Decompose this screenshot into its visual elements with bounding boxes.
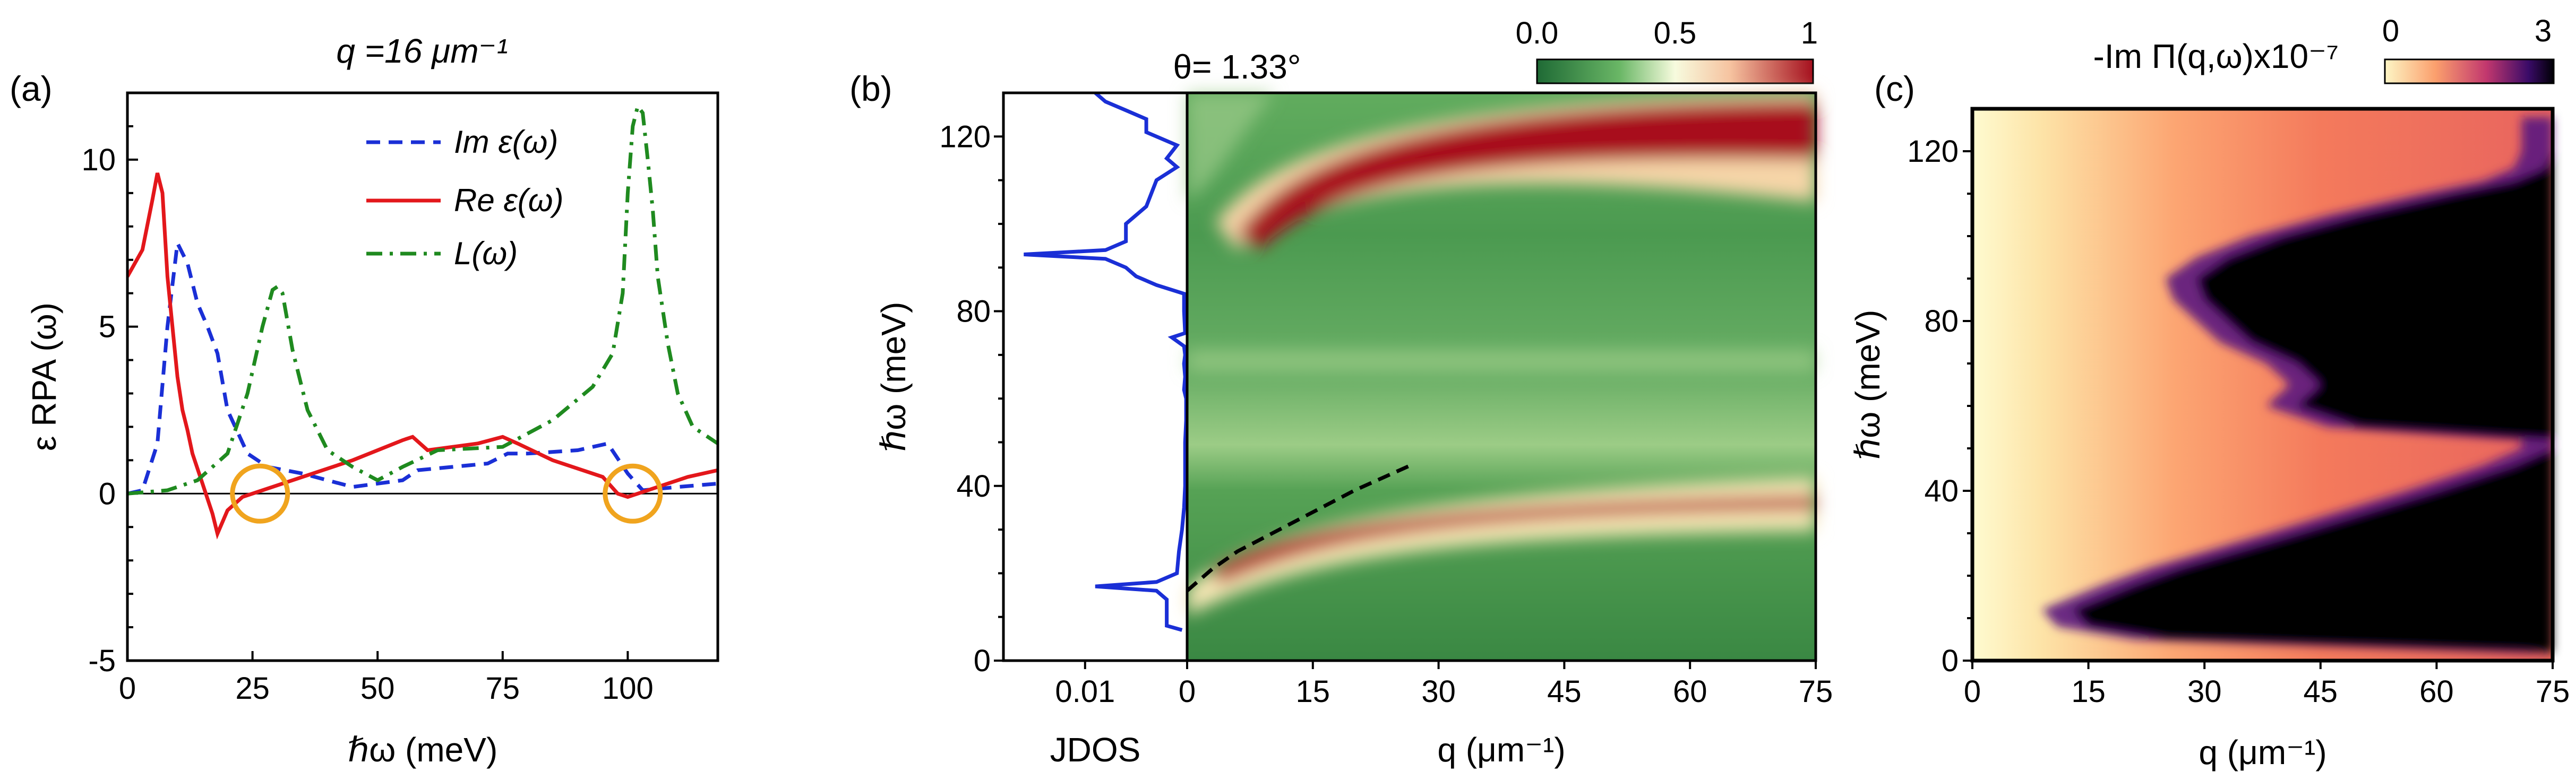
panel-c-xtick-label: 0 [1964, 674, 1981, 709]
panel-c-xtick-label: 75 [2536, 674, 2570, 709]
panel-c-ticks: 0 15 30 45 60 75 0 40 80 120 [1907, 134, 2570, 709]
panel-c-ytick-label: 80 [1924, 304, 1959, 339]
panel-b-xtick-label: 30 [1421, 674, 1456, 709]
panel-c-xtick-label: 15 [2071, 674, 2106, 709]
panel-b-ylabel: ℏω (meV) [874, 302, 913, 452]
panel-c-ytick-label: 120 [1907, 134, 1959, 169]
panel-a-xtick-label: 0 [119, 671, 136, 706]
zero-crossing-circle-1 [230, 463, 290, 524]
panel-b-cbar-tick-0: 0.0 [1516, 16, 1559, 50]
panel-a-ytick-label: -5 [88, 644, 116, 678]
panel-a-xtick-label: 50 [360, 671, 395, 706]
panel-b-ytick-label: 40 [956, 469, 991, 504]
panel-a-xtick-label: 25 [235, 671, 270, 706]
panel-c-colorbar-title: -Im Π(q,ω)x10⁻⁷ [2093, 37, 2339, 75]
panel-a-xtick-label: 75 [486, 671, 520, 706]
panel-a-ytick-label: 5 [99, 310, 116, 344]
panel-b-xtick-label: 45 [1547, 674, 1582, 709]
panel-c-ylabel: ℏω (meV) [1849, 310, 1887, 460]
panel-c-xtick-label: 60 [2419, 674, 2454, 709]
panel-c-ytick-label: 40 [1924, 474, 1959, 508]
legend-label-loss: L(ω) [454, 236, 518, 271]
panel-b-cbar-tick-1: 0.5 [1654, 16, 1697, 50]
panel-b-colorbar [1536, 58, 1814, 84]
panel-b: (b) θ= 1.33° 0.0 0.5 1 0 15 30 45 60 75 0 40 80 1… [849, 16, 1833, 769]
panel-b-ytick-label: 80 [956, 294, 991, 329]
panel-a-xlabel: ℏω (meV) [348, 731, 498, 769]
panel-c-heatmap-features [2042, 117, 2553, 652]
jdos-series [1024, 93, 1187, 632]
jdos-xtick-label: 0.01 [1055, 674, 1115, 709]
panel-a-ytick-label: 10 [81, 143, 116, 177]
panel-a-ylabel: ε RPA (ω) [25, 302, 63, 451]
panel-b-xtick-label: 15 [1296, 674, 1330, 709]
panel-b-xlabel: q (μm⁻¹) [1437, 731, 1565, 769]
panel-b-xtick-label: 0 [1179, 674, 1196, 709]
panel-c-colorbar [2384, 58, 2555, 84]
legend-label-re: Re ε(ω) [454, 183, 563, 218]
legend-label-im: Im ε(ω) [454, 124, 558, 160]
panel-b-ticks: 0 15 30 45 60 75 0 40 80 120 0.01 [939, 119, 1833, 709]
panel-c-frame [1970, 107, 2555, 663]
panel-c-ytick-label: 0 [1942, 644, 1959, 678]
panel-c-xlabel: q (μm⁻¹) [2199, 733, 2326, 772]
panel-c-saturated-region [2073, 117, 2553, 652]
panel-c-cbar-tick-0: 0 [2382, 14, 2399, 48]
panel-b-xtick-label: 75 [1799, 674, 1833, 709]
panel-a-label: (a) [10, 69, 53, 108]
panel-b-ytick-label: 0 [974, 644, 991, 678]
panel-c-xtick-label: 45 [2304, 674, 2338, 709]
loss-series [127, 102, 718, 496]
im-eps-series [127, 237, 718, 496]
jdos-frame [1002, 91, 1189, 662]
panel-b-ytick-label: 120 [939, 119, 991, 154]
panel-a-frame [126, 91, 719, 662]
panel-c-cbar-tick-1: 3 [2535, 14, 2552, 48]
panel-a-legend: Im ε(ω) Re ε(ω) L(ω) [366, 124, 563, 271]
jdos-xlabel: JDOS [1050, 731, 1141, 769]
panel-b-label: (b) [849, 69, 892, 108]
panel-b-fit-curve [1186, 462, 1414, 592]
panel-b-cbar-tick-2: 1 [1801, 16, 1818, 50]
panel-a-title: q =16 μm⁻¹ [336, 32, 508, 70]
panel-a-ytick-label: 0 [99, 476, 116, 511]
panel-a-xtick-label: 100 [602, 671, 654, 706]
panel-b-heatmap-features [1187, 93, 1816, 616]
zero-crossing-circle-2 [603, 463, 663, 524]
re-eps-series [127, 172, 718, 540]
panel-c-xtick-label: 30 [2187, 674, 2222, 709]
panel-c-label: (c) [1874, 69, 1915, 108]
panel-c: (c) -Im Π(q,ω)x10⁻⁷ 0 3 0 15 30 45 60 75 0 40 80… [1849, 14, 2570, 772]
panel-b-xtick-label: 60 [1673, 674, 1707, 709]
panel-b-title: θ= 1.33° [1173, 48, 1301, 86]
